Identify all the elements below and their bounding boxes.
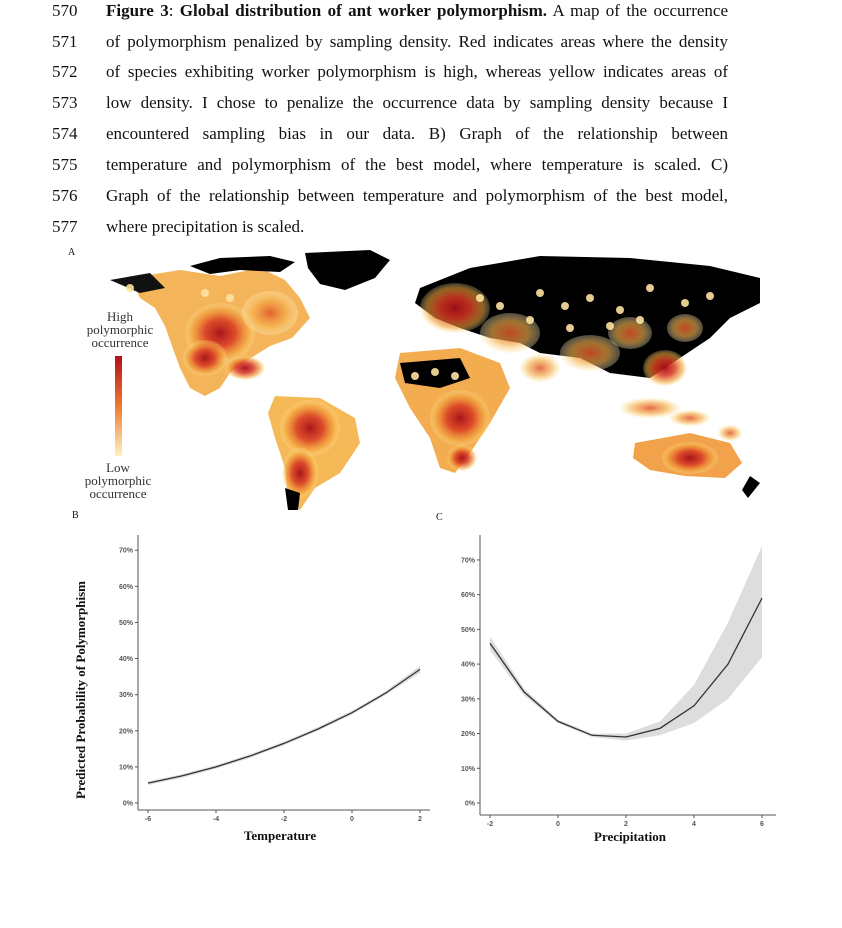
confidence-band	[490, 546, 762, 741]
y-tick-label: 50%	[119, 620, 134, 627]
x-tick-label: 2	[624, 821, 628, 828]
line-number: 577	[52, 217, 78, 236]
x-tick-label: -2	[487, 821, 493, 828]
x-tick-label: -4	[213, 816, 219, 823]
legend-low-2: polymorphic	[85, 473, 152, 488]
x-tick-label: 6	[760, 821, 764, 828]
legend-color-bar	[115, 356, 122, 456]
greenland	[305, 250, 390, 290]
line-number: 571	[52, 32, 78, 51]
y-tick-label: 60%	[119, 584, 134, 591]
x-axis-title: Temperature	[244, 828, 316, 843]
prediction-line	[147, 668, 421, 784]
caption-text: encountered sampling bias in our data. B…	[106, 124, 728, 143]
y-axis-title: Predicted Probability of Polymorphism	[73, 581, 88, 799]
caption-text: Figure 3: Global distribution of ant wor…	[106, 1, 728, 21]
legend-high-2: polymorphic	[87, 322, 154, 337]
y-tick-label: 30%	[461, 696, 476, 703]
panel-label-a: A	[68, 247, 76, 258]
caption-text: Graph of the relationship between temper…	[106, 186, 728, 205]
y-tick-label: 10%	[119, 764, 134, 771]
line-number: 574	[52, 124, 78, 143]
caption-rest: A map of the occurrence	[547, 1, 728, 20]
caption-text: of polymorphism penalized by sampling de…	[106, 32, 728, 51]
caption-line: 577 where precipitation is scaled.	[0, 217, 842, 247]
world-map: High polymorphic occurrence Low polymorp…	[85, 250, 760, 510]
map-legend: High polymorphic occurrence Low polymorp…	[85, 309, 154, 501]
x-tick-label: 0	[556, 821, 560, 828]
sample-points	[126, 284, 714, 380]
y-tick-label: 10%	[461, 766, 476, 773]
y-tick-label: 40%	[461, 662, 476, 669]
legend-low-1: Low	[106, 460, 130, 475]
y-tick-label: 30%	[119, 692, 134, 699]
south-america	[268, 396, 360, 510]
eurasia	[415, 256, 760, 386]
caption-text: of species exhibiting worker polymorphis…	[106, 62, 728, 81]
caption-line: 576 Graph of the relationship between te…	[0, 186, 842, 216]
confidence-band	[148, 665, 420, 785]
caption-line: 574 encountered sampling bias in our dat…	[0, 124, 842, 154]
north-america	[110, 256, 310, 396]
x-tick-label: 0	[350, 816, 354, 823]
legend-high-3: occurrence	[91, 335, 148, 350]
africa	[395, 348, 510, 473]
legend-low-3: occurrence	[89, 486, 146, 501]
y-tick-label: 20%	[461, 731, 476, 738]
southeast-asia	[620, 398, 742, 441]
y-tick-label: 40%	[119, 656, 134, 663]
chart-precipitation: 0% 10% 20% 30% 40% 50% 60% 70% -2 0 2 4 6 Precipitat…	[461, 535, 776, 844]
panel-label-b: B	[72, 510, 79, 521]
y-tick-label: 50%	[461, 627, 476, 634]
y-tick-label: 0%	[123, 801, 134, 808]
line-number: 576	[52, 186, 78, 205]
australia	[633, 433, 760, 498]
line-number: 572	[52, 62, 78, 81]
caption-line: 571 of polymorphism penalized by samplin…	[0, 32, 842, 62]
line-number: 573	[52, 93, 78, 112]
caption-line: 570 Figure 3: Global distribution of ant…	[0, 1, 842, 31]
y-tick-label: 60%	[461, 592, 476, 599]
figure-label: Figure 3	[106, 1, 169, 20]
x-tick-label: -2	[281, 816, 287, 823]
x-tick-label: 2	[418, 816, 422, 823]
prediction-line	[489, 597, 763, 738]
line-number: 575	[52, 155, 78, 174]
caption-text: where precipitation is scaled.	[106, 217, 305, 236]
caption-text: low density. I chose to penalize the occ…	[106, 93, 728, 112]
legend-high-1: High	[107, 309, 134, 324]
x-tick-label: -6	[145, 816, 151, 823]
caption-text: temperature and polymorphism of the best…	[106, 155, 728, 174]
y-tick-label: 0%	[465, 801, 476, 808]
panel-label-c: C	[436, 512, 443, 523]
x-tick-label: 4	[692, 821, 696, 828]
caption-line: 572 of species exhibiting worker polymor…	[0, 62, 842, 92]
x-axis-title: Precipitation	[594, 829, 667, 844]
y-tick-label: 70%	[461, 557, 476, 564]
caption-sep: :	[168, 1, 180, 20]
caption-line: 573 low density. I chose to penalize the…	[0, 93, 842, 123]
chart-temperature: Predicted Probability of Polymorphism 0%…	[73, 535, 430, 843]
caption-line: 575 temperature and polymorphism of the …	[0, 155, 842, 185]
line-number: 570	[52, 1, 78, 20]
figure-title: Global distribution of ant worker polymo…	[179, 1, 548, 20]
y-tick-label: 20%	[119, 728, 134, 735]
y-tick-label: 70%	[119, 548, 134, 555]
